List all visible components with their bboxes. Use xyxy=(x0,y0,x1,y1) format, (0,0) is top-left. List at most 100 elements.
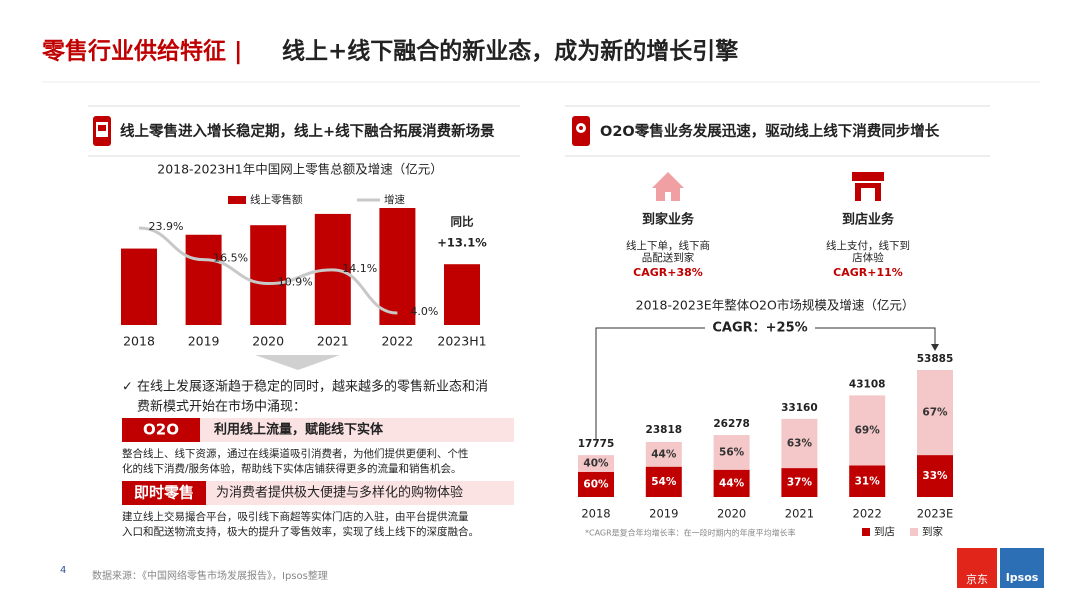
total-label: 26278 xyxy=(713,418,750,430)
card-tag: O2O xyxy=(143,421,179,439)
data-label: 67% xyxy=(922,407,948,419)
card-headline: 利用线上流量，赋能线下实体 xyxy=(214,422,384,438)
x-tick-label: 2019 xyxy=(188,334,220,349)
bar-segment xyxy=(781,468,818,497)
legend-label: 增速 xyxy=(384,193,405,206)
down-arrow xyxy=(255,355,340,370)
annotation-label: 同比 xyxy=(451,215,474,229)
card-desc: 入口和配送物流支持，极大的提升了零售效率，实现了线上线下的深度融合。 xyxy=(122,525,479,538)
bar xyxy=(379,208,416,325)
data-label: 14.1% xyxy=(342,262,377,275)
data-label: 16.5% xyxy=(213,252,248,265)
footnote: *CAGR是复合年均增长率：在一段时期内的年度平均增长率 xyxy=(585,528,796,538)
data-label: 40% xyxy=(583,457,609,469)
total-label: 17775 xyxy=(578,438,615,450)
card-tag-box xyxy=(122,418,200,442)
x-tick-label: 2021 xyxy=(317,334,349,349)
x-tick-label: 2020 xyxy=(252,334,284,349)
legend-label: 线上零售额 xyxy=(250,193,303,206)
cagr-annotation: CAGR：+25% xyxy=(712,321,807,336)
data-label: 63% xyxy=(787,437,813,449)
bar-segment xyxy=(917,370,953,456)
cagr-bracket xyxy=(595,327,936,440)
mode-cagr: CAGR+38% xyxy=(633,266,703,279)
bar-segment xyxy=(713,469,750,497)
chart-title: 2018-2023H1年中国网上零售总额及增速（亿元） xyxy=(157,162,443,177)
bar-segment xyxy=(849,465,886,497)
data-label: 54% xyxy=(651,476,677,488)
data-label: 4.0% xyxy=(410,305,438,318)
mode-desc: 店体验 xyxy=(852,251,884,264)
legend-label: 到店 xyxy=(874,525,895,538)
bar-segment xyxy=(578,455,614,472)
mode-desc: 线上支付，线下到 xyxy=(826,239,910,252)
data-label: 33% xyxy=(922,470,948,482)
card-headline: 为消费者提供极大便捷与多样化的购物体验 xyxy=(216,485,463,501)
cart-icon xyxy=(93,116,111,146)
mode-desc: 品配送到家 xyxy=(642,251,695,264)
x-tick-label: 2018 xyxy=(123,334,155,349)
x-tick-label: 2023E xyxy=(917,507,954,521)
mode-cagr: CAGR+11% xyxy=(833,266,903,279)
source: 数据来源：《中国网络零售市场发展报告》，Ipsos整理 xyxy=(92,569,328,582)
store-icon xyxy=(852,172,884,201)
bar xyxy=(185,234,222,325)
jd-logo-text: 京东 xyxy=(966,572,988,586)
jd-logo xyxy=(957,548,997,588)
card-desc: 整合线上、线下资源，通过在线渠道吸引消费者，为他们提供更便利、个性 xyxy=(122,447,469,460)
total-label: 43108 xyxy=(849,378,886,390)
data-label: 60% xyxy=(583,478,609,490)
house-icon xyxy=(652,172,684,201)
bar-segment xyxy=(645,441,682,467)
bar-segment xyxy=(917,455,953,497)
legend-swatch xyxy=(910,528,918,536)
data-label: 44% xyxy=(651,448,677,460)
x-tick-label: 2018 xyxy=(581,507,610,521)
data-label: 44% xyxy=(719,477,745,489)
data-label: 10.9% xyxy=(278,276,313,289)
data-label: 23.9% xyxy=(149,220,184,233)
x-tick-label: 2021 xyxy=(785,507,814,521)
left-heading: 线上零售进入增长稳定期，线上+线下融合拓展消费新场景 xyxy=(120,122,495,140)
card-desc: 建立线上交易撮合平台，吸引线下商超等实体门店的入驻，由平台提供流量 xyxy=(122,510,469,523)
title-highlight: 零售行业供给特征 | xyxy=(41,38,242,65)
mode-desc: 线上下单，线下商 xyxy=(626,239,710,252)
legend-swatch xyxy=(228,196,246,204)
total-label: 33160 xyxy=(781,402,818,414)
chart-title: 2018-2023E年整体O2O市场规模及增速（亿元） xyxy=(636,298,915,313)
title-rest: 线上+线下融合的新业态，成为新的增长引擎 xyxy=(282,38,738,65)
mode-name: 到店业务 xyxy=(842,212,895,228)
pin-icon xyxy=(572,116,590,146)
intro-line: 费新模式开始在市场中涌现： xyxy=(137,399,306,415)
x-tick-label: 2019 xyxy=(649,507,678,521)
card-tag-box xyxy=(122,481,206,505)
legend-label: 到家 xyxy=(922,525,943,538)
annotation-text: +13.1% xyxy=(437,236,487,250)
x-tick-label: 2020 xyxy=(717,507,746,521)
ipsos-logo xyxy=(1000,548,1044,588)
card-desc: 化的线下消费/服务体验，帮助线下实体店铺获得更多的流量和销售机会。 xyxy=(122,462,462,475)
intro-line: ✓ 在线上发展逐渐趋于稳定的同时，越来越多的零售新业态和消 xyxy=(122,379,488,395)
card-tag: 即时零售 xyxy=(134,484,194,502)
x-tick-label: 2023H1 xyxy=(437,334,486,349)
bar-segment xyxy=(578,471,614,497)
x-tick-label: 2022 xyxy=(381,334,413,349)
data-label: 37% xyxy=(787,477,813,489)
legend-swatch xyxy=(862,528,870,536)
data-label: 31% xyxy=(855,475,881,487)
x-tick-label: 2022 xyxy=(853,507,882,521)
bar xyxy=(444,264,480,325)
cagr-arrowhead xyxy=(931,344,939,351)
bar xyxy=(250,225,287,325)
data-label: 69% xyxy=(855,424,881,436)
total-label: 53885 xyxy=(917,353,954,365)
bar-segment xyxy=(849,395,886,466)
page-number: 4 xyxy=(60,565,66,576)
growth-line xyxy=(138,226,398,315)
right-heading: O2O零售业务发展迅速，驱动线上线下消费同步增长 xyxy=(600,122,940,140)
data-label: 56% xyxy=(719,446,745,458)
ipsos-logo-text: Ipsos xyxy=(1006,571,1039,584)
bar-segment xyxy=(713,435,750,470)
total-label: 23818 xyxy=(646,424,683,436)
